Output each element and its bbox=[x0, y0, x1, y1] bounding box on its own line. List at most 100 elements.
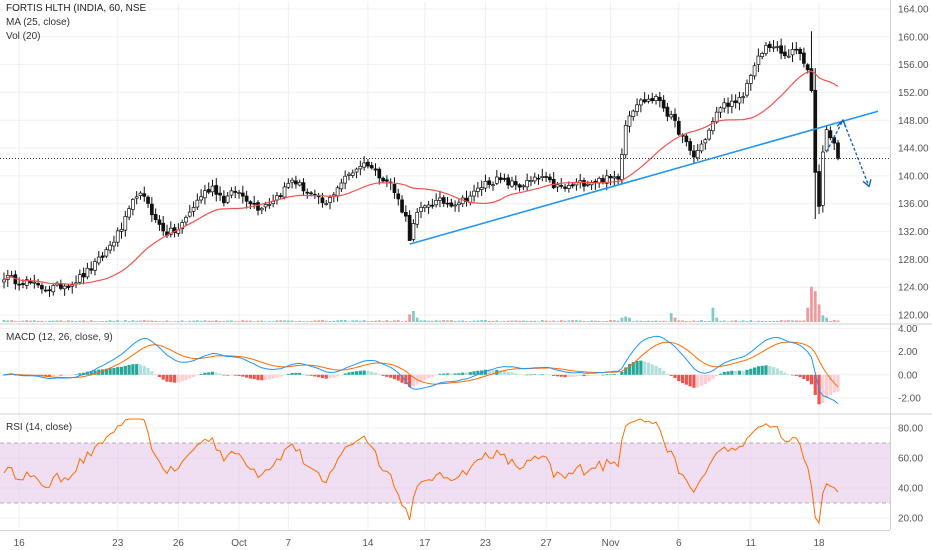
volume-bar bbox=[764, 321, 768, 322]
macd-hist-bar bbox=[104, 368, 108, 375]
candle-body bbox=[544, 176, 548, 178]
volume-bar bbox=[521, 320, 525, 322]
volume-bar bbox=[715, 317, 719, 322]
macd-hist-bar bbox=[279, 374, 283, 377]
macd-hist-bar bbox=[146, 368, 150, 375]
macd-hist-bar bbox=[715, 374, 719, 376]
volume-bar bbox=[476, 320, 480, 322]
candle-body bbox=[491, 184, 495, 186]
volume-bar bbox=[794, 320, 798, 322]
volume-bar bbox=[67, 320, 70, 322]
volume-bar bbox=[616, 320, 620, 322]
candle-body bbox=[104, 249, 109, 257]
macd-hist-bar bbox=[745, 369, 749, 375]
macd-hist-bar bbox=[358, 370, 362, 375]
candle-body bbox=[366, 161, 370, 167]
candle-body bbox=[2, 279, 6, 283]
volume-bars bbox=[2, 286, 840, 322]
volume-bar bbox=[150, 320, 154, 322]
volume-bar bbox=[381, 321, 385, 322]
macd-hist-bar bbox=[718, 373, 723, 375]
macd-hist-bar bbox=[362, 370, 366, 375]
macd-hist-bar bbox=[165, 374, 169, 382]
volume-bar bbox=[768, 321, 772, 322]
candle-body bbox=[301, 182, 306, 192]
macd-hist-bar bbox=[798, 374, 802, 378]
candle-body bbox=[142, 193, 147, 197]
volume-bar bbox=[684, 320, 688, 322]
macd-hist-bar bbox=[392, 374, 397, 380]
rsi-band bbox=[0, 443, 890, 503]
trendline[interactable] bbox=[409, 110, 879, 245]
macd-hist-bar bbox=[813, 374, 817, 395]
candle-body bbox=[798, 48, 802, 55]
volume-bar bbox=[317, 320, 321, 322]
candle-body bbox=[77, 274, 82, 283]
macd-hist-bar bbox=[457, 373, 461, 375]
candle-body bbox=[358, 165, 363, 170]
candle-body bbox=[96, 256, 101, 264]
candle-body bbox=[502, 178, 507, 180]
candle-body bbox=[108, 244, 112, 251]
macd-hist-bar bbox=[517, 374, 522, 375]
macd-hist-bar bbox=[680, 374, 685, 384]
volume-bar bbox=[775, 320, 779, 322]
volume-bar bbox=[692, 320, 696, 322]
volume-bar bbox=[446, 320, 449, 322]
volume-bar bbox=[127, 321, 131, 322]
macd-hist-bar bbox=[673, 374, 677, 379]
volume-bar bbox=[525, 320, 529, 322]
macd-hist-bar bbox=[324, 374, 328, 379]
macd-hist-bar bbox=[226, 374, 230, 376]
macd-hist-bar bbox=[275, 374, 279, 378]
volume-bar bbox=[552, 320, 556, 322]
candle-body bbox=[70, 284, 75, 287]
macd-hist-bar bbox=[108, 368, 112, 375]
macd-hist-bar bbox=[408, 374, 412, 388]
volume-bar bbox=[666, 321, 669, 322]
time-axis-label: Oct bbox=[231, 538, 247, 549]
macd-hist-bar bbox=[468, 372, 472, 375]
macd-hist-bar bbox=[828, 374, 833, 396]
candle-body bbox=[627, 115, 632, 127]
volume-bar bbox=[567, 320, 571, 322]
legend-title: FORTIS HLTH (INDIA, 60, NSE bbox=[6, 3, 147, 14]
macd-hist-bar bbox=[66, 374, 71, 376]
candle-body bbox=[396, 193, 401, 200]
volume-bar bbox=[669, 313, 673, 322]
volume-bar bbox=[233, 321, 237, 322]
price-axis-label: 160.00 bbox=[898, 32, 929, 43]
candle-body bbox=[350, 172, 355, 176]
candle-body bbox=[483, 180, 488, 189]
candle-body bbox=[381, 177, 385, 182]
volume-bar bbox=[810, 286, 813, 322]
candle-body bbox=[191, 207, 196, 212]
candle-body bbox=[631, 110, 636, 117]
macd-hist-bar bbox=[760, 365, 764, 375]
volume-bar bbox=[624, 316, 628, 322]
macd-signal-line bbox=[3, 341, 839, 388]
macd-hist-bar bbox=[464, 372, 469, 375]
macd-hist-bar bbox=[790, 374, 795, 376]
candle-body bbox=[180, 222, 185, 230]
macd-hist-bar bbox=[161, 374, 165, 380]
volume-bar bbox=[449, 320, 453, 322]
volume-bar bbox=[393, 320, 396, 322]
projection-arrow[interactable] bbox=[826, 118, 870, 187]
volume-bar bbox=[180, 320, 184, 322]
candle-body bbox=[726, 102, 730, 107]
macd-hist-bar bbox=[131, 364, 135, 375]
macd-hist-bar bbox=[571, 374, 575, 377]
macd-hist-bar bbox=[722, 371, 726, 375]
candle-body bbox=[36, 283, 40, 286]
macd-hist-bar bbox=[787, 374, 791, 376]
volume-bar bbox=[487, 320, 491, 322]
macd-hist-bar bbox=[207, 372, 211, 375]
time-axis-label: 27 bbox=[541, 538, 553, 549]
volume-bar bbox=[74, 321, 78, 322]
candle-body bbox=[225, 195, 230, 203]
candle-body bbox=[392, 183, 397, 193]
candle-body bbox=[441, 197, 446, 204]
volume-bar bbox=[430, 320, 434, 322]
